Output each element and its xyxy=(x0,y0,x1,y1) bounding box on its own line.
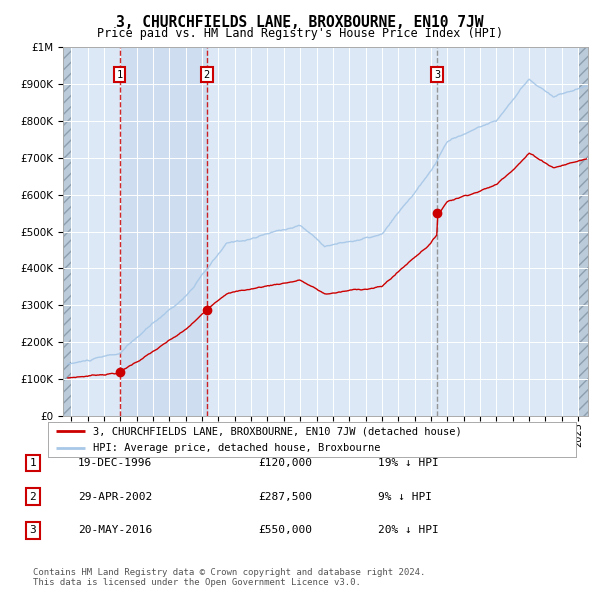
Bar xyxy=(119,47,207,416)
Text: 3: 3 xyxy=(434,70,440,80)
Text: 2: 2 xyxy=(203,70,210,80)
Text: Price paid vs. HM Land Registry's House Price Index (HPI): Price paid vs. HM Land Registry's House … xyxy=(97,27,503,40)
Text: 2: 2 xyxy=(29,492,37,502)
Text: 3, CHURCHFIELDS LANE, BROXBOURNE, EN10 7JW: 3, CHURCHFIELDS LANE, BROXBOURNE, EN10 7… xyxy=(116,15,484,30)
Text: Contains HM Land Registry data © Crown copyright and database right 2024.
This d: Contains HM Land Registry data © Crown c… xyxy=(33,568,425,587)
Text: £287,500: £287,500 xyxy=(258,492,312,502)
Bar xyxy=(63,47,71,416)
Text: 19% ↓ HPI: 19% ↓ HPI xyxy=(378,458,439,468)
Bar xyxy=(578,47,588,416)
Text: 29-APR-2002: 29-APR-2002 xyxy=(78,492,152,502)
Text: 3, CHURCHFIELDS LANE, BROXBOURNE, EN10 7JW (detached house): 3, CHURCHFIELDS LANE, BROXBOURNE, EN10 7… xyxy=(93,427,461,437)
Text: 20-MAY-2016: 20-MAY-2016 xyxy=(78,526,152,535)
Text: 19-DEC-1996: 19-DEC-1996 xyxy=(78,458,152,468)
Text: 9% ↓ HPI: 9% ↓ HPI xyxy=(378,492,432,502)
Text: £550,000: £550,000 xyxy=(258,526,312,535)
Text: £120,000: £120,000 xyxy=(258,458,312,468)
Text: HPI: Average price, detached house, Broxbourne: HPI: Average price, detached house, Brox… xyxy=(93,444,380,453)
Text: 20% ↓ HPI: 20% ↓ HPI xyxy=(378,526,439,535)
Text: 1: 1 xyxy=(116,70,122,80)
Text: 3: 3 xyxy=(29,526,37,535)
Text: 1: 1 xyxy=(29,458,37,468)
